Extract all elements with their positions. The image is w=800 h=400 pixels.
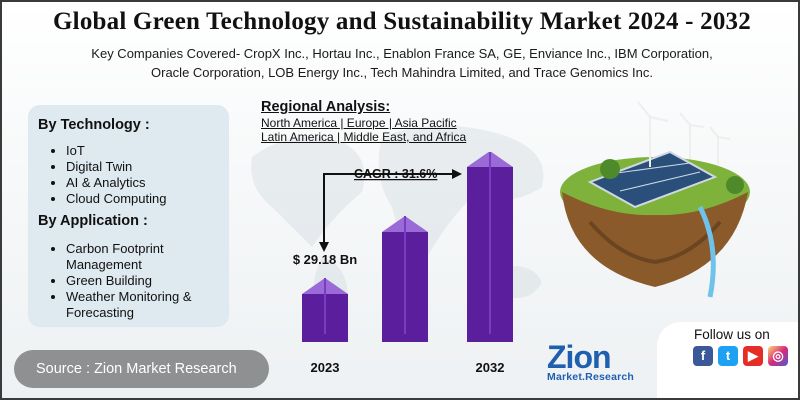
list-item: Weather Monitoring & Forecasting (48, 289, 223, 321)
technology-heading: By Technology : (38, 117, 150, 133)
application-list: Carbon Footprint Management Green Buildi… (48, 241, 223, 321)
cagr-arrow (323, 173, 454, 248)
facebook-icon[interactable]: f (693, 346, 713, 366)
follow-us-label: Follow us on (694, 327, 770, 342)
list-item: Carbon Footprint Management (48, 241, 223, 273)
list-item: IoT (48, 143, 166, 159)
technology-list: IoT Digital Twin AI & Analytics Cloud Co… (48, 143, 166, 207)
page-title: Global Green Technology and Sustainabili… (53, 8, 751, 35)
key-companies: Key Companies Covered- CropX Inc., Horta… (42, 44, 762, 82)
list-item: Cloud Computing (48, 191, 166, 207)
twitter-icon[interactable]: t (718, 346, 738, 366)
segment-panel: By Technology : IoT Digital Twin AI & An… (28, 105, 229, 327)
application-heading: By Application : (38, 213, 148, 229)
logo-main-text: Zion (547, 339, 612, 375)
companies-line-2: Oracle Corporation, LOB Energy Inc., Tec… (151, 65, 653, 80)
regional-line-2: Latin America | Middle East, and Africa (261, 130, 467, 144)
regional-line-1: North America | Europe | Asia Pacific (261, 116, 457, 130)
logo-sub-text: Market.Research (547, 371, 635, 383)
regional-title: Regional Analysis: (261, 99, 391, 115)
cagr-arrow-head-right (452, 169, 462, 179)
data-label: $ 29.18 Bn (293, 252, 357, 267)
youtube-icon[interactable]: ▶ (743, 346, 763, 366)
companies-line-1: Key Companies Covered- CropX Inc., Horta… (91, 46, 713, 61)
zion-logo: Zion Market.Research (547, 340, 642, 390)
list-item: AI & Analytics (48, 175, 166, 191)
green-globe-illustration (560, 101, 750, 298)
cagr-label: CAGR : 31.6% (354, 167, 437, 181)
source-label: Source : Zion Market Research (14, 350, 269, 388)
cagr-arrow-head-down (319, 242, 329, 252)
list-item: Digital Twin (48, 159, 166, 175)
instagram-icon[interactable]: ◎ (768, 346, 788, 366)
x-tick-label: 2032 (476, 360, 505, 375)
x-tick-label: 2023 (311, 360, 340, 375)
regional-analysis: Regional Analysis: North America | Europ… (261, 99, 466, 144)
list-item: Green Building (48, 273, 223, 289)
